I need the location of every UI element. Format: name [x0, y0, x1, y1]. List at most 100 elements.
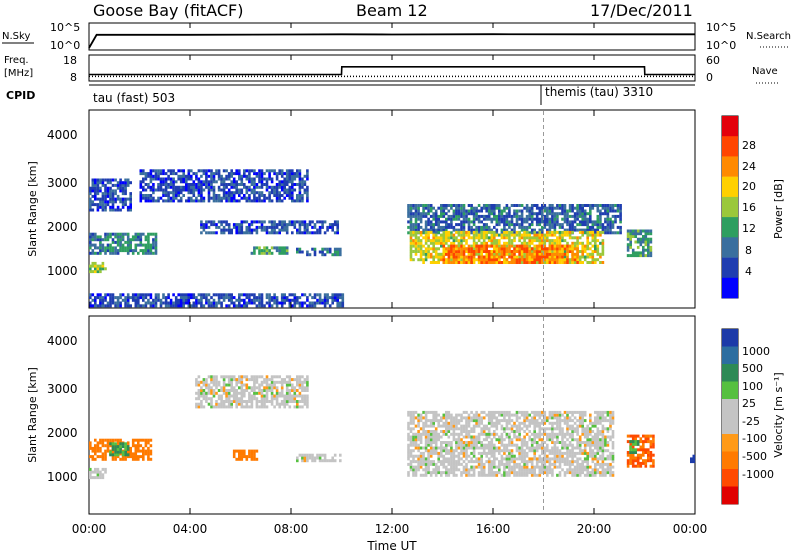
power-cell	[258, 185, 261, 189]
velocity-cell	[222, 391, 226, 395]
velocity-cell	[465, 427, 468, 431]
velocity-cell	[472, 449, 476, 453]
power-cell	[227, 231, 231, 235]
velocity-cell	[510, 441, 514, 444]
power-cell	[222, 188, 226, 192]
velocity-cell	[546, 465, 549, 469]
velocity-cell	[263, 386, 266, 390]
power-cell	[210, 174, 213, 178]
power-cell	[280, 183, 284, 186]
power-cell	[445, 241, 448, 245]
velocity-cell	[465, 473, 468, 477]
velocity-cell	[275, 400, 279, 403]
power-cell	[164, 188, 168, 192]
velocity-cell	[270, 397, 274, 401]
velocity-colorbar-segment	[722, 381, 738, 400]
velocity-cell	[450, 457, 453, 461]
velocity-cell	[429, 473, 433, 477]
power-cell	[316, 301, 319, 305]
velocity-cell	[232, 455, 236, 459]
power-cell	[154, 243, 158, 247]
power-cell	[604, 209, 607, 213]
power-cell	[535, 220, 539, 224]
power-cell	[409, 206, 413, 210]
velocity-cell	[245, 457, 249, 461]
power-cell	[417, 217, 420, 221]
power-cell	[482, 223, 486, 227]
power-cell	[260, 177, 264, 181]
velocity-cell	[412, 421, 415, 425]
power-cell	[566, 230, 569, 234]
power-cell	[89, 192, 92, 196]
power-cell	[445, 204, 448, 207]
velocity-cell	[235, 449, 238, 453]
power-cell	[594, 258, 597, 262]
velocity-cell	[422, 451, 425, 455]
velocity-cell	[306, 383, 309, 387]
velocity-cell	[106, 441, 110, 445]
power-cell	[533, 230, 536, 234]
power-cell	[498, 255, 501, 259]
velocity-cell	[409, 416, 413, 420]
power-cell	[306, 191, 309, 195]
velocity-cell	[101, 441, 105, 445]
power-cell	[164, 172, 168, 176]
power-cell	[285, 174, 289, 178]
velocity-cell	[306, 380, 309, 384]
power-cell	[147, 183, 150, 186]
power-cell	[629, 254, 632, 258]
velocity-cell	[419, 438, 423, 442]
power-cell	[215, 196, 218, 200]
power-cell	[467, 261, 471, 264]
power-cell	[333, 220, 337, 224]
velocity-cell	[422, 416, 425, 420]
velocity-cell	[407, 435, 410, 439]
velocity-cell	[134, 452, 138, 456]
power-cell	[500, 244, 504, 248]
power-cell	[568, 261, 572, 264]
velocity-cell	[422, 421, 425, 425]
power-cell	[581, 233, 584, 237]
power-cell	[185, 180, 188, 184]
power-cell	[280, 172, 284, 176]
power-cell	[104, 183, 107, 187]
power-cell	[505, 223, 509, 227]
velocity-cell	[500, 435, 504, 439]
power-cell	[258, 169, 261, 173]
power-cell	[538, 230, 542, 234]
velocity-cell	[301, 375, 304, 379]
power-cell	[515, 214, 519, 218]
velocity-cell	[505, 432, 509, 436]
velocity-cell	[414, 432, 418, 436]
velocity-cell	[470, 473, 473, 477]
power-cell	[238, 183, 241, 186]
power-cell	[333, 223, 337, 227]
velocity-cell	[434, 419, 438, 423]
power-cell	[116, 205, 120, 209]
power-cell	[538, 220, 542, 224]
power-cell	[91, 249, 95, 253]
velocity-cell	[535, 446, 539, 450]
velocity-cell	[99, 438, 102, 442]
power-cell	[283, 298, 286, 302]
velocity-cell	[134, 446, 138, 450]
velocity-cell	[109, 438, 112, 442]
power-cell	[578, 261, 582, 264]
velocity-cell	[445, 427, 448, 431]
velocity-cell	[510, 419, 514, 423]
power-cell	[263, 225, 266, 229]
nsky-tick-low: 10^0	[50, 39, 80, 52]
velocity-cell	[417, 446, 420, 450]
power-cell	[331, 225, 334, 229]
power-cell	[144, 251, 148, 255]
power-cell	[528, 244, 531, 248]
power-cell	[462, 233, 466, 237]
velocity-cell	[447, 460, 451, 464]
power-cell	[159, 304, 163, 308]
power-cell	[149, 185, 153, 189]
power-cell	[265, 246, 269, 250]
power-cell	[417, 228, 420, 232]
power-cell	[467, 220, 471, 224]
power-cell	[238, 172, 241, 176]
velocity-cell	[495, 471, 499, 475]
